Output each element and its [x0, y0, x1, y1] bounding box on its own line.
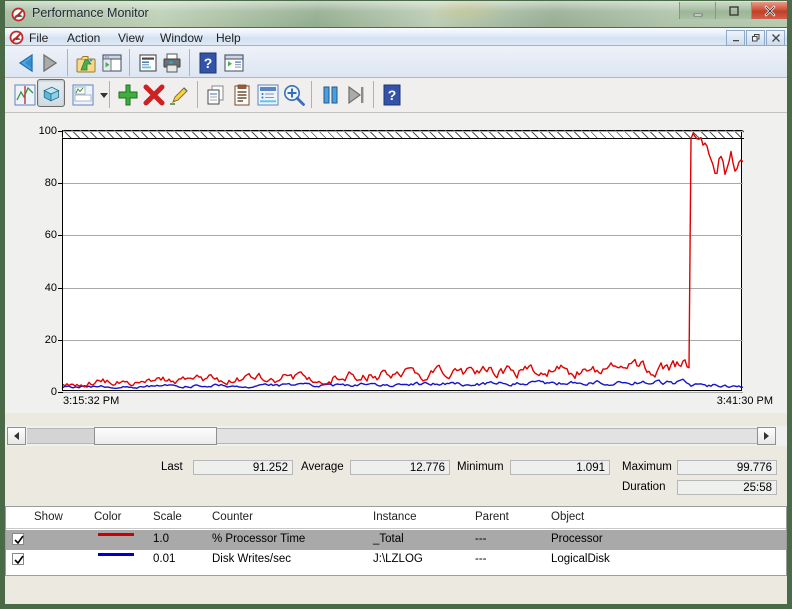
svg-text:?: ?	[204, 55, 213, 71]
svg-text:?: ?	[388, 87, 397, 103]
